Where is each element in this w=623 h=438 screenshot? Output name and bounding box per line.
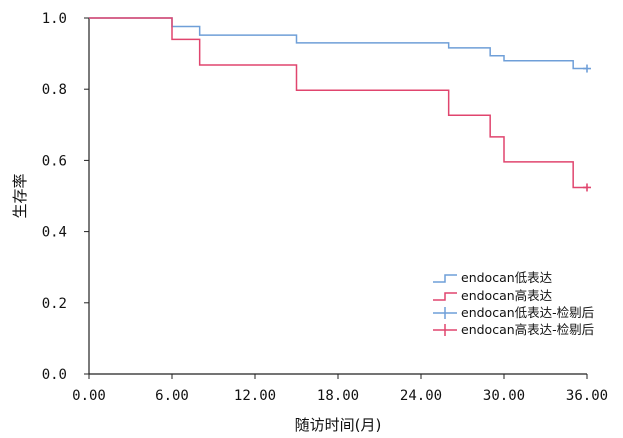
- series-line-high: [89, 17, 587, 189]
- y-axis-ticks: 0.0 0.2 0.4 0.6 0.8 1.0: [42, 11, 89, 383]
- x-tick-label: 24.00: [400, 388, 442, 404]
- legend-swatch: [433, 292, 457, 301]
- legend-label: endocan高表达-检剔后: [461, 322, 594, 337]
- legend: endocan低表达 endocan高表达 endocan低表达-检剔后 endoca…: [433, 270, 594, 337]
- series-line-low: [89, 17, 587, 70]
- legend-item: endocan低表达-检剔后: [433, 305, 594, 320]
- legend-item: endocan高表达-检剔后: [433, 322, 594, 337]
- x-axis-ticks: 0.00 6.00 12.00 18.00 24.00 30.00 36.00: [72, 374, 608, 404]
- censor-marks: [583, 64, 591, 192]
- y-tick-label: 1.0: [42, 11, 67, 27]
- x-tick-label: 36.00: [566, 388, 608, 404]
- axes: [88, 18, 587, 375]
- series-lines: [89, 17, 587, 189]
- y-tick-label: 0.0: [42, 367, 67, 383]
- y-axis-label: 生存率: [11, 173, 29, 218]
- legend-label: endocan低表达-检剔后: [461, 305, 594, 320]
- legend-label: endocan高表达: [461, 288, 553, 303]
- y-tick-label: 0.2: [42, 296, 67, 312]
- censor-mark-low: [583, 64, 591, 73]
- x-tick-label: 12.00: [234, 388, 276, 404]
- y-tick-label: 0.4: [42, 225, 67, 241]
- legend-swatch: [433, 274, 457, 283]
- y-tick-label: 0.8: [42, 82, 67, 98]
- legend-item: endocan低表达: [433, 270, 553, 285]
- legend-item: endocan高表达: [433, 288, 553, 303]
- y-tick-label: 0.6: [42, 153, 67, 169]
- x-tick-label: 18.00: [317, 388, 359, 404]
- x-axis-label: 随访时间(月): [295, 416, 382, 434]
- x-tick-label: 6.00: [155, 388, 189, 404]
- x-tick-label: 0.00: [72, 388, 106, 404]
- legend-label: endocan低表达: [461, 270, 553, 285]
- x-tick-label: 30.00: [483, 388, 525, 404]
- censor-mark-high: [583, 183, 591, 192]
